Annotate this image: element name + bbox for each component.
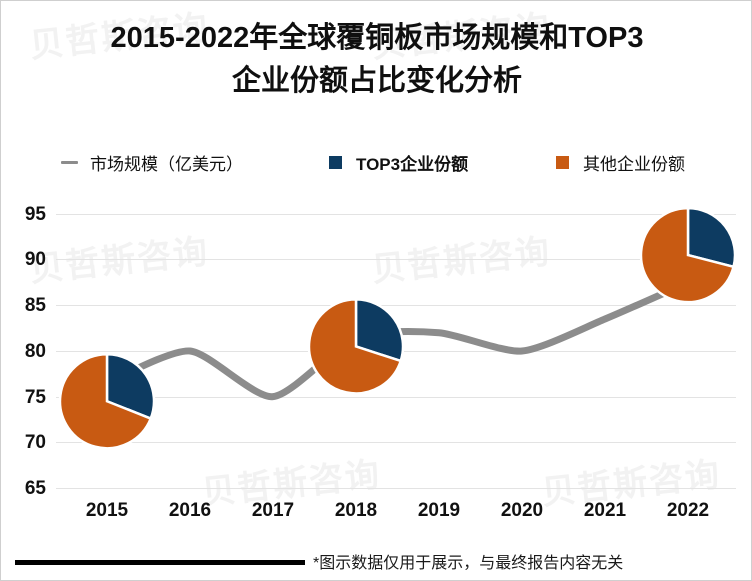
y-tick-label: 85 (24, 295, 46, 316)
gridline (56, 259, 736, 260)
x-tick-label: 2016 (168, 500, 212, 521)
x-tick-label: 2021 (583, 500, 627, 521)
footer-rule (15, 560, 305, 565)
pie-slice[interactable] (639, 206, 736, 304)
gridline (56, 397, 736, 398)
square-marker-icon (329, 155, 342, 169)
x-tick-label: 2015 (85, 500, 129, 521)
y-tick-label: 70 (24, 432, 46, 453)
footer: *图示数据仅用于展示，与最终报告内容无关 (1, 541, 751, 580)
pie-slice[interactable] (307, 298, 403, 395)
y-tick-label: 80 (24, 341, 46, 362)
gridline (56, 488, 736, 489)
y-tick-label: 90 (24, 249, 46, 270)
y-tick-label: 95 (24, 204, 46, 225)
pie-slice[interactable] (686, 206, 737, 269)
page-title: 2015-2022年全球覆铜板市场规模和TOP3 企业份额占比变化分析 (1, 17, 751, 103)
gridline (56, 214, 736, 215)
gridline (56, 442, 736, 443)
legend-item-other-share[interactable]: 其他企业份额 (556, 147, 685, 177)
gridline (56, 305, 736, 306)
legend-label: 市场规模（亿美元） (90, 154, 243, 174)
pie-marker-2015[interactable] (58, 352, 156, 450)
title-line-1: 2015-2022年全球覆铜板市场规模和TOP3 (110, 22, 644, 54)
y-axis-labels: 95 90 85 80 75 70 65 (1, 197, 56, 499)
square-marker-icon (556, 155, 569, 169)
y-tick-label: 65 (24, 478, 46, 499)
x-tick-label: 2019 (417, 500, 461, 521)
pie-markers-group (58, 206, 737, 450)
chart-legend: 市场规模（亿美元） TOP3企业份额 其他企业份额 (1, 147, 751, 177)
pie-slice[interactable] (354, 298, 405, 363)
pie-marker-2018[interactable] (307, 298, 405, 395)
x-tick-label: 2020 (500, 500, 544, 521)
footer-note: *图示数据仅用于展示，与最终报告内容无关 (313, 555, 624, 572)
title-line-2: 企业份额占比变化分析 (231, 65, 522, 97)
legend-item-market-size[interactable]: 市场规模（亿美元） (61, 147, 243, 177)
x-tick-label: 2017 (251, 500, 295, 521)
line-marker-icon (61, 160, 78, 164)
x-tick-label: 2022 (666, 500, 710, 521)
pie-slice[interactable] (58, 352, 153, 450)
y-tick-label: 75 (24, 387, 46, 408)
legend-label: 其他企业份额 (583, 154, 685, 174)
x-tick-label: 2018 (334, 500, 378, 521)
legend-label: TOP3企业份额 (356, 154, 469, 174)
pie-slice[interactable] (105, 352, 156, 421)
pie-marker-2022[interactable] (639, 206, 737, 304)
x-axis-labels: 2015 2016 2017 2018 2019 2020 2021 2022 (1, 500, 751, 531)
legend-item-top3-share[interactable]: TOP3企业份额 (329, 147, 468, 177)
